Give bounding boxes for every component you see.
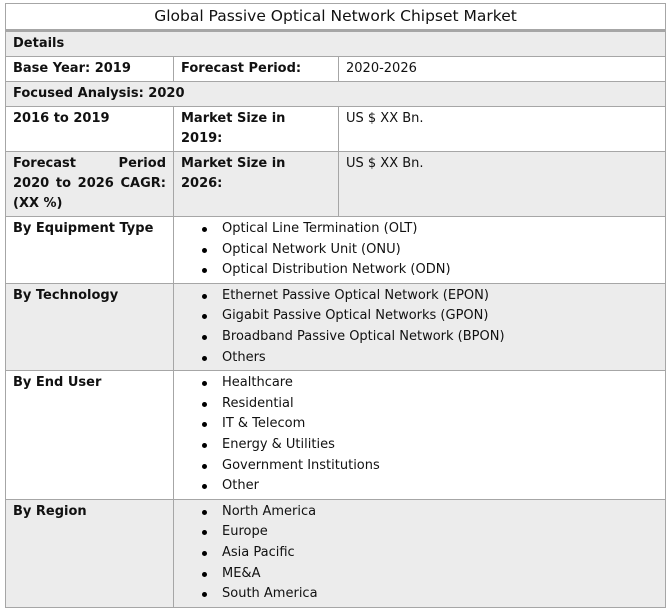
list-item: Other bbox=[174, 476, 658, 497]
list-item: Ethernet Passive Optical Network (EPON) bbox=[174, 286, 658, 307]
list-item: Broadband Passive Optical Network (BPON) bbox=[174, 327, 658, 348]
list-item: Residential bbox=[174, 394, 658, 415]
segment-row: By Technology Ethernet Passive Optical Ne… bbox=[5, 282, 666, 372]
list-item: Optical Distribution Network (ODN) bbox=[174, 260, 658, 281]
list-item: North America bbox=[174, 502, 658, 523]
segment-list: North America Europe Asia Pacific ME&A South… bbox=[174, 502, 658, 605]
cagr-label: Forecast Period 2020 to 2026 CAGR: (XX %… bbox=[13, 156, 166, 211]
segment-row: By Equipment Type Optical Line Terminatio… bbox=[5, 216, 666, 284]
list-item: Europe bbox=[174, 522, 658, 543]
segment-label: By End User bbox=[13, 375, 102, 391]
list-item: Others bbox=[174, 348, 658, 369]
segment-list: Healthcare Residential IT & Telecom Energy … bbox=[174, 373, 658, 497]
list-item: Asia Pacific bbox=[174, 543, 658, 564]
list-item: South America bbox=[174, 584, 658, 605]
list-item: Energy & Utilities bbox=[174, 435, 658, 456]
segment-label: By Region bbox=[13, 503, 87, 519]
market-size-2019-label: Market Size in 2019: bbox=[181, 111, 286, 146]
segment-row: By Region North America Europe Asia Pacific… bbox=[5, 498, 666, 608]
forecast-period-value: 2020-2026 bbox=[338, 56, 666, 82]
segment-row: By End User Healthcare Residential IT & Tel… bbox=[5, 370, 666, 500]
segment-list: Optical Line Termination (OLT) Optical Ne… bbox=[174, 219, 658, 281]
list-item: ME&A bbox=[174, 564, 658, 585]
list-item: Healthcare bbox=[174, 373, 658, 394]
historical-period: 2016 to 2019 bbox=[13, 111, 110, 126]
base-year: Base Year: 2019 bbox=[13, 61, 131, 76]
market-size-2026-value: US $ XX Bn. bbox=[338, 151, 666, 217]
forecast-period-label: Forecast Period: bbox=[181, 61, 302, 76]
focused-analysis: Focused Analysis: 2020 bbox=[13, 86, 185, 101]
segment-label: By Equipment Type bbox=[13, 221, 154, 236]
list-item: Gigabit Passive Optical Networks (GPON) bbox=[174, 306, 658, 327]
list-item: IT & Telecom bbox=[174, 414, 658, 435]
segment-label: By Technology bbox=[13, 287, 119, 303]
market-size-2026-label: Market Size in 2026: bbox=[181, 156, 286, 191]
segment-list: Ethernet Passive Optical Network (EPON) G… bbox=[174, 286, 658, 368]
list-item: Government Institutions bbox=[174, 456, 658, 477]
market-size-2019-value: US $ XX Bn. bbox=[338, 106, 666, 152]
list-item: Optical Network Unit (ONU) bbox=[174, 240, 658, 261]
list-item: Optical Line Termination (OLT) bbox=[174, 219, 658, 240]
details-heading: Details bbox=[13, 36, 65, 51]
market-summary-table: Global Passive Optical Network Chipset M… bbox=[5, 3, 666, 608]
table-title: Global Passive Optical Network Chipset M… bbox=[5, 3, 666, 32]
